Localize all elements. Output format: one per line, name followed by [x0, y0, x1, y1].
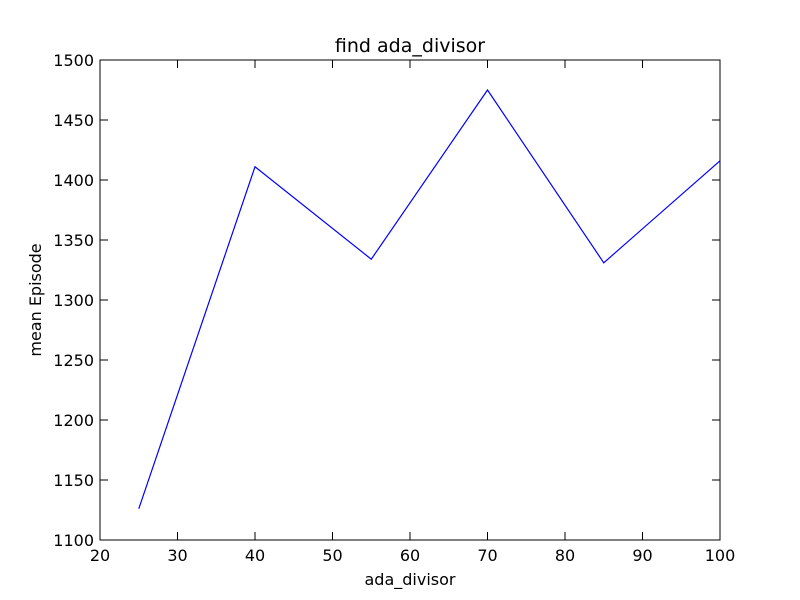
chart-title: find ada_divisor	[335, 35, 485, 57]
x-tick-label: 100	[705, 546, 736, 565]
y-axis-label: mean Episode	[26, 243, 45, 356]
x-axis-label: ada_divisor	[365, 570, 456, 590]
y-tick-label: 1250	[53, 351, 94, 370]
plot-area-background	[100, 60, 720, 540]
x-tick-label: 80	[555, 546, 575, 565]
x-tick-label: 70	[477, 546, 497, 565]
x-tick-label: 60	[400, 546, 420, 565]
y-tick-label: 1200	[53, 411, 94, 430]
y-tick-label: 1500	[53, 51, 94, 70]
x-tick-label: 20	[90, 546, 110, 565]
y-tick-label: 1450	[53, 111, 94, 130]
y-tick-label: 1300	[53, 291, 94, 310]
y-tick-label: 1350	[53, 231, 94, 250]
y-tick-label: 1400	[53, 171, 94, 190]
plot-area-frame	[99, 59, 721, 541]
x-tick-label: 30	[167, 546, 187, 565]
y-tick-label: 1150	[53, 471, 94, 490]
x-tick-label: 40	[245, 546, 265, 565]
x-tick-label: 90	[632, 546, 652, 565]
y-tick-label: 1100	[53, 531, 94, 550]
tick-layer: 20 30 40 50 60 70 80 90 100 1100 1150 1200 1250 1300 1…	[53, 51, 735, 565]
series-line	[138, 88, 721, 509]
x-tick-label: 50	[322, 546, 342, 565]
